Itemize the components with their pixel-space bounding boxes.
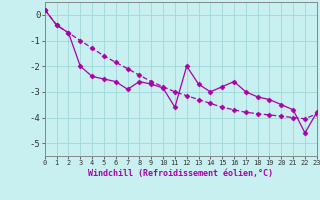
X-axis label: Windchill (Refroidissement éolien,°C): Windchill (Refroidissement éolien,°C)	[88, 169, 273, 178]
